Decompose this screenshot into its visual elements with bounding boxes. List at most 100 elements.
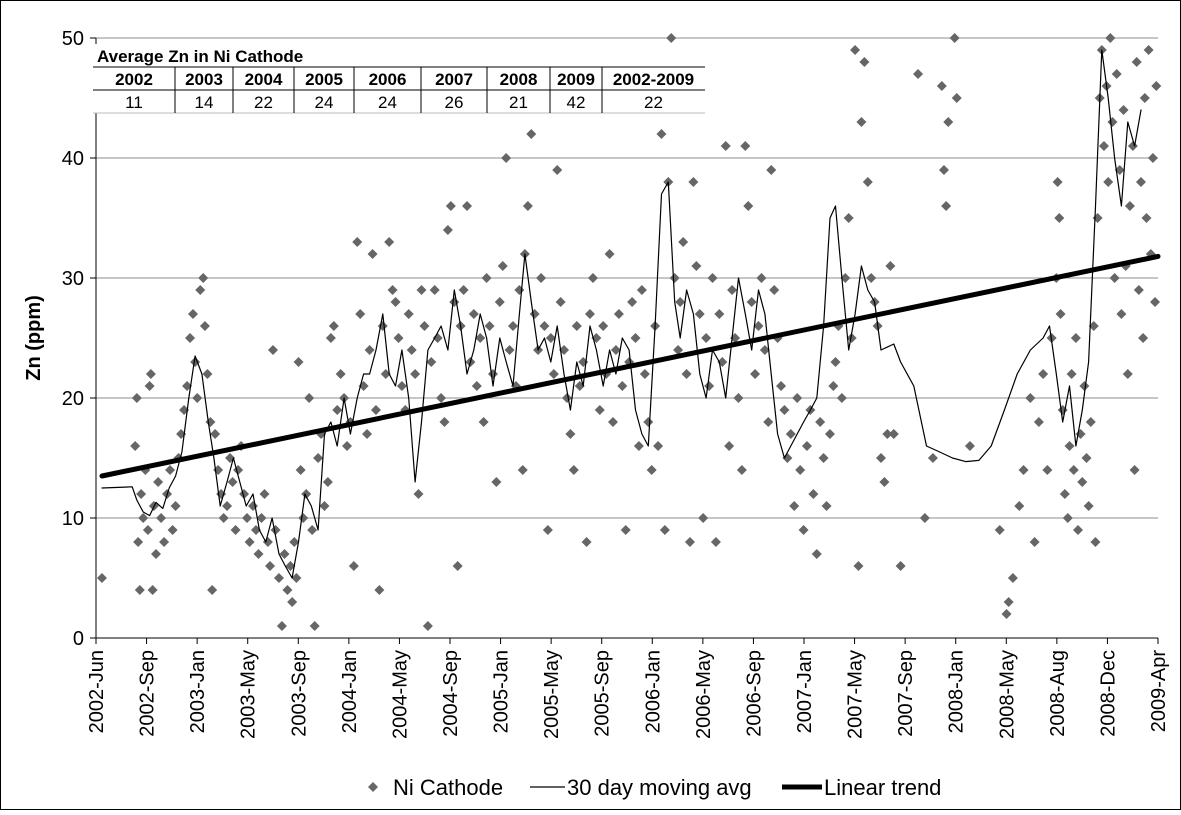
ni-cathode-point bbox=[393, 333, 404, 343]
ni-cathode-point bbox=[895, 561, 906, 571]
ni-cathode-point bbox=[746, 297, 757, 307]
x-tick-label: 2008-Jan bbox=[946, 650, 968, 733]
ni-cathode-point bbox=[927, 453, 938, 463]
ni-cathode-point bbox=[1111, 69, 1122, 79]
ni-cathode-point bbox=[673, 345, 684, 355]
ni-cathode-point bbox=[548, 369, 559, 379]
ni-cathode-point bbox=[824, 429, 835, 439]
ni-cathode-point bbox=[262, 537, 273, 547]
ni-cathode-point bbox=[1081, 453, 1092, 463]
ni-cathode-point bbox=[150, 549, 161, 559]
ni-cathode-point bbox=[1131, 57, 1142, 67]
ni-cathode-point bbox=[1070, 333, 1081, 343]
ni-cathode-point bbox=[138, 513, 149, 523]
ni-cathode-point bbox=[497, 261, 508, 271]
ni-cathode-point bbox=[1018, 465, 1029, 475]
y-tick-label: 20 bbox=[62, 388, 84, 410]
table-value-cell: 22 bbox=[644, 93, 663, 112]
ni-cathode-point bbox=[367, 249, 378, 259]
ni-cathode-point bbox=[265, 561, 276, 571]
x-tick-label: 2007-Jan bbox=[794, 650, 816, 733]
ni-cathode-point bbox=[481, 273, 492, 283]
legend-label-moving-avg: 30 day moving avg bbox=[567, 775, 752, 800]
x-tick-label: 2008-May bbox=[996, 650, 1018, 739]
ni-cathode-point bbox=[581, 537, 592, 547]
table-header-cell: 2003 bbox=[185, 70, 223, 89]
ni-cathode-point bbox=[452, 561, 463, 571]
ni-cathode-point bbox=[1007, 573, 1018, 583]
ni-cathode-point bbox=[1139, 93, 1150, 103]
ni-cathode-point bbox=[1014, 501, 1025, 511]
ni-cathode-point bbox=[293, 357, 304, 367]
ni-cathode-point bbox=[1141, 213, 1152, 223]
x-tick-label: 2005-May bbox=[541, 650, 563, 739]
ni-cathode-point bbox=[319, 501, 330, 511]
ni-cathode-point bbox=[182, 381, 193, 391]
x-tick-label: 2009-Apr bbox=[1148, 650, 1170, 733]
ni-cathode-point bbox=[888, 429, 899, 439]
ni-cathode-point bbox=[1109, 273, 1120, 283]
ni-cathode-point bbox=[390, 297, 401, 307]
y-tick-label: 10 bbox=[62, 508, 84, 530]
ni-cathode-point bbox=[494, 297, 505, 307]
y-tick-label: 50 bbox=[62, 28, 84, 50]
ni-cathode-point bbox=[659, 525, 670, 535]
ni-cathode-point bbox=[879, 477, 890, 487]
ni-cathode-point bbox=[526, 129, 537, 139]
ni-cathode-point bbox=[185, 333, 196, 343]
ni-cathode-point bbox=[156, 513, 167, 523]
ni-cathode-point bbox=[795, 465, 806, 475]
ni-cathode-point bbox=[475, 333, 486, 343]
ni-cathode-point bbox=[313, 453, 324, 463]
ni-cathode-point bbox=[684, 537, 695, 547]
ni-cathode-point bbox=[325, 333, 336, 343]
ni-cathode-point bbox=[256, 513, 267, 523]
ni-cathode-point bbox=[478, 417, 489, 427]
ni-cathode-point bbox=[1052, 177, 1063, 187]
ni-cathode-point bbox=[429, 285, 440, 295]
ni-cathode-point bbox=[710, 537, 721, 547]
ni-cathode-point bbox=[675, 297, 686, 307]
ni-cathode-point bbox=[740, 141, 751, 151]
ni-cathode-point bbox=[144, 381, 155, 391]
ni-cathode-point bbox=[598, 321, 609, 331]
ni-cathode-point bbox=[707, 273, 718, 283]
ni-cathode-point bbox=[259, 489, 270, 499]
ni-cathode-point bbox=[733, 393, 744, 403]
ni-cathode-point bbox=[1083, 501, 1094, 511]
ni-cathode-point bbox=[698, 513, 709, 523]
x-tick-label: 2006-May bbox=[693, 650, 715, 739]
ni-cathode-point bbox=[198, 273, 209, 283]
ni-cathode-point bbox=[276, 621, 287, 631]
ni-cathode-point bbox=[613, 309, 624, 319]
table-value-cell: 24 bbox=[315, 93, 334, 112]
x-tick-label: 2002-Jun bbox=[86, 650, 108, 733]
inset-table-bg bbox=[93, 44, 705, 113]
ni-cathode-point bbox=[704, 381, 715, 391]
ni-cathode-point bbox=[270, 525, 281, 535]
table-header-cell: 2004 bbox=[245, 70, 283, 89]
ni-cathode-point bbox=[882, 429, 893, 439]
ni-cathode-point bbox=[484, 321, 495, 331]
ni-cathode-point bbox=[285, 561, 296, 571]
table-header-cell: 2005 bbox=[305, 70, 343, 89]
ni-cathode-point bbox=[792, 393, 803, 403]
ni-cathode-point bbox=[403, 309, 414, 319]
ni-cathode-point bbox=[789, 501, 800, 511]
ni-cathode-point bbox=[620, 525, 631, 535]
ni-cathode-point bbox=[782, 453, 793, 463]
ni-cathode-point bbox=[743, 201, 754, 211]
ni-cathode-point bbox=[724, 441, 735, 451]
ni-cathode-point bbox=[836, 393, 847, 403]
ni-cathode-point bbox=[830, 357, 841, 367]
ni-cathode-point bbox=[422, 621, 433, 631]
x-tick-label: 2006-Jan bbox=[642, 650, 664, 733]
ni-cathode-point bbox=[287, 597, 298, 607]
ni-cathode-point bbox=[1055, 309, 1066, 319]
ni-cathode-point bbox=[766, 165, 777, 175]
x-tick-label: 2006-Sep bbox=[743, 650, 765, 737]
ni-cathode-point bbox=[801, 441, 812, 451]
ni-cathode-point bbox=[562, 393, 573, 403]
ni-cathode-point bbox=[821, 501, 832, 511]
ni-cathode-point bbox=[134, 585, 145, 595]
